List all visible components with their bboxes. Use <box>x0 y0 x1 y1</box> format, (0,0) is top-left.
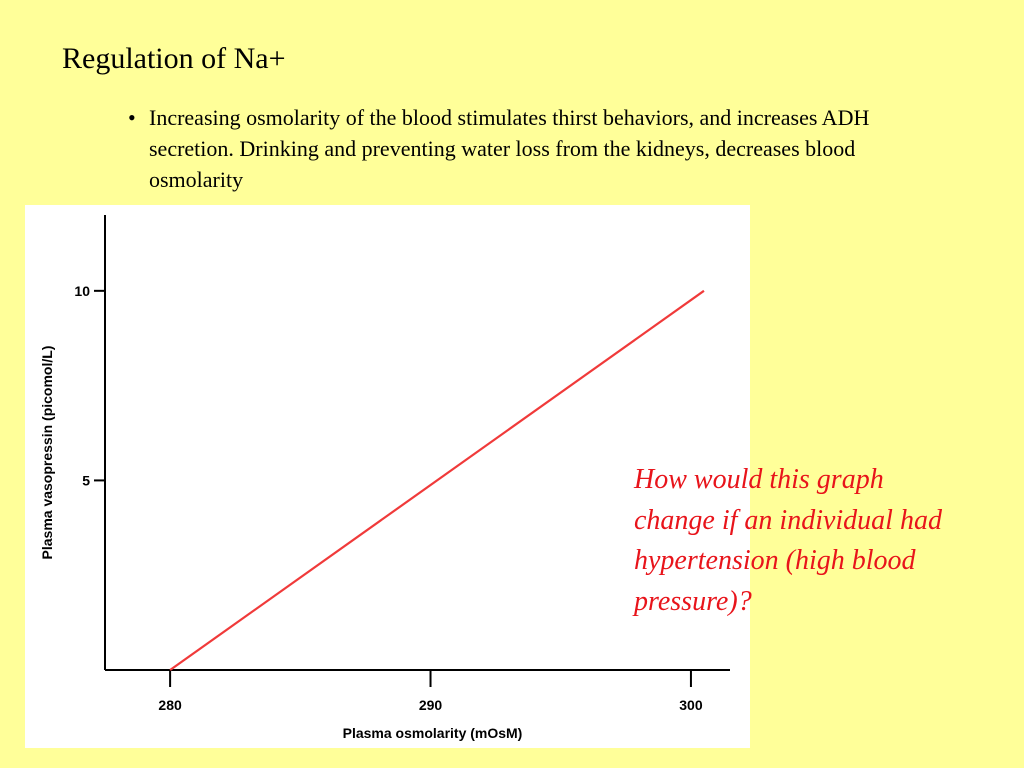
x-tick-label: 280 <box>158 697 182 713</box>
y-tick-label: 10 <box>74 283 90 299</box>
chart-panel: 5 10 280 290 300 Plasma osmolarity (mOsM) Plas… <box>25 205 750 748</box>
bullet-item: • Increasing osmolarity of the blood sti… <box>128 102 948 195</box>
x-tick-label: 300 <box>679 697 703 713</box>
x-axis-label: Plasma osmolarity (mOsM) <box>343 725 523 741</box>
bullet-marker: • <box>128 105 136 130</box>
vasopressin-chart: 5 10 280 290 300 Plasma osmolarity (mOsM) Plas… <box>39 215 730 741</box>
series-line <box>169 289 705 671</box>
x-tick-label: 290 <box>419 697 443 713</box>
slide-title: Regulation of Na+ <box>62 42 286 75</box>
y-tick-label: 5 <box>82 472 90 488</box>
question-text: How would this graph change if an indivi… <box>634 464 942 617</box>
bullet-text: Increasing osmolarity of the blood stimu… <box>149 105 870 192</box>
y-axis-label: Plasma vasopressin (picomol/L) <box>39 346 55 560</box>
bullet-list: • Increasing osmolarity of the blood sti… <box>128 102 948 195</box>
